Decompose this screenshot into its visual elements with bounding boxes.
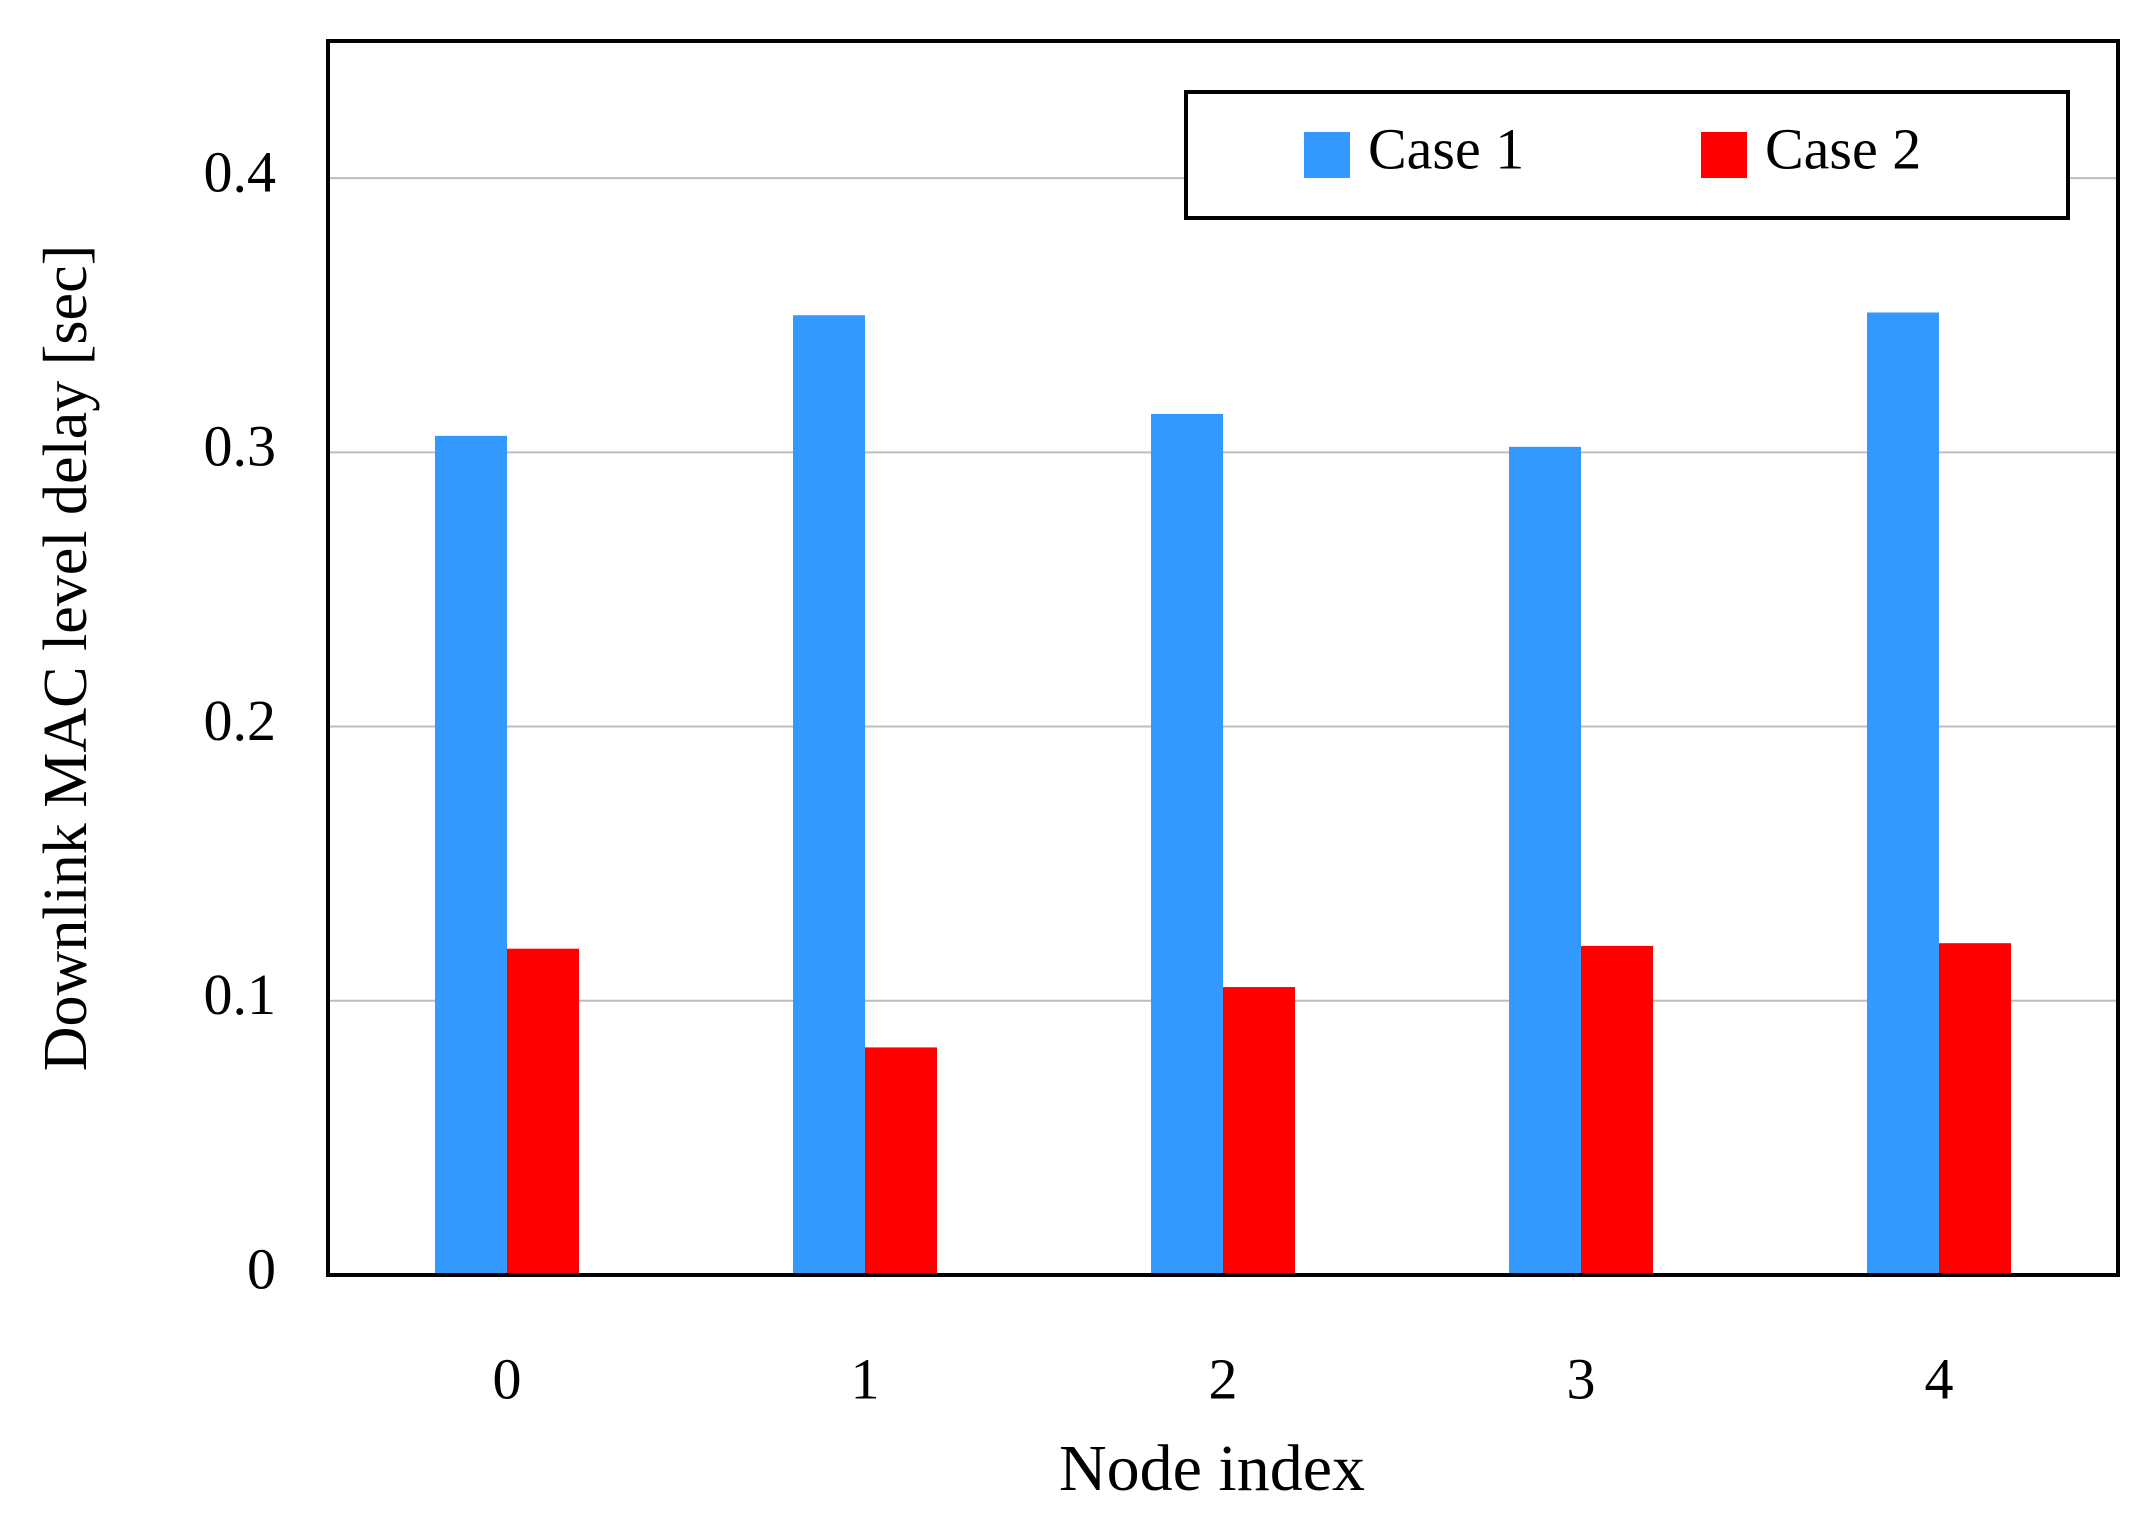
y-tick-label: 0.2 (204, 688, 277, 753)
bar (507, 948, 579, 1275)
bar (1509, 446, 1581, 1275)
y-tick-label: 0.1 (204, 962, 277, 1027)
bar (435, 435, 507, 1275)
x-tick-label: 4 (1925, 1346, 1954, 1411)
x-tick-label: 3 (1567, 1346, 1596, 1411)
x-tick-label: 1 (851, 1346, 880, 1411)
x-axis-title: Node index (1059, 1432, 1365, 1505)
bar (1581, 945, 1653, 1275)
legend-swatch (1701, 132, 1747, 178)
bar (793, 315, 865, 1275)
x-tick-label: 0 (493, 1346, 522, 1411)
legend-swatch (1304, 132, 1350, 178)
legend-label: Case 2 (1765, 116, 1921, 181)
y-tick-label: 0.4 (204, 139, 277, 204)
legend-label: Case 1 (1368, 116, 1524, 181)
y-tick-label: 0 (247, 1236, 276, 1301)
plot-frame (326, 39, 2120, 1277)
y-axis-title: Downlink MAC level delay [sec] (32, 245, 100, 1071)
bar (865, 1047, 937, 1275)
bar (1223, 987, 1295, 1275)
bar (1867, 312, 1939, 1276)
y-tick-label: 0.3 (204, 414, 277, 479)
bar (1151, 413, 1223, 1275)
x-tick-label: 2 (1209, 1346, 1238, 1411)
bar (1939, 943, 2011, 1275)
